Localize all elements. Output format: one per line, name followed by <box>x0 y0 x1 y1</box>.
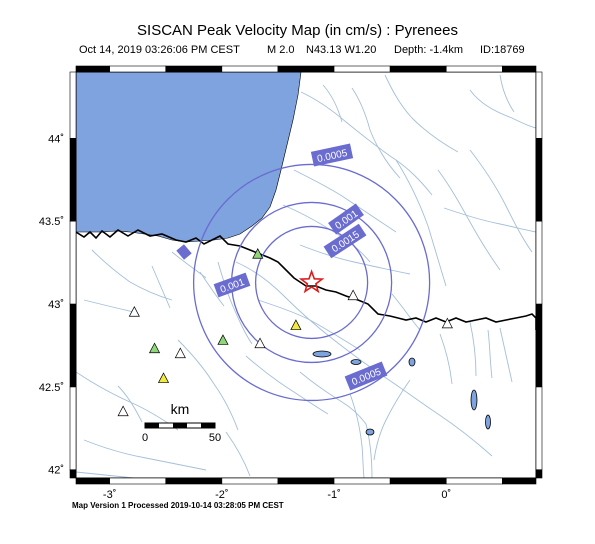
station-triangle-icon[interactable] <box>148 342 161 354</box>
lat-tick-label: 42˚ <box>48 465 64 477</box>
lat-tick-label: 43˚ <box>48 299 64 311</box>
scale-bar: km 0 50 <box>142 401 221 444</box>
lon-tick-label: -1˚ <box>327 489 340 501</box>
event-magnitude: M 2.0 <box>267 44 295 56</box>
map-footer: Map Version 1 Processed 2019-10-14 03:28… <box>72 501 284 510</box>
lon-tick-label: -2˚ <box>215 489 228 501</box>
event-location: N43.13 W1.20 <box>306 44 377 56</box>
station-triangle-icon[interactable] <box>290 319 302 330</box>
lon-tick-label: -3˚ <box>103 489 116 501</box>
frame-ticks <box>69 65 543 485</box>
lon-tick-label: 0˚ <box>441 489 451 501</box>
contour-label <box>176 244 192 260</box>
longitude-axis: -3˚ -2˚ -1˚ 0˚ <box>103 489 451 501</box>
france-spain-border <box>76 229 536 330</box>
lat-tick-label: 44˚ <box>48 133 64 145</box>
scale-max: 50 <box>209 432 221 444</box>
bay-of-biscay <box>76 72 302 243</box>
seismic-stations <box>117 248 453 417</box>
station-triangle-icon[interactable] <box>254 337 266 349</box>
station-triangle-icon[interactable] <box>128 306 140 317</box>
contour-label: 0.0005 <box>310 143 354 167</box>
event-datetime: Oct 14, 2019 03:26:06 PM CEST <box>79 44 240 56</box>
station-triangle-icon[interactable] <box>174 347 186 359</box>
event-depth: Depth: -1.4km <box>394 44 464 56</box>
contour-0015 <box>254 225 369 340</box>
station-triangle-icon[interactable] <box>347 289 359 301</box>
station-triangle-icon[interactable] <box>441 317 453 329</box>
event-id: ID:18769 <box>480 44 525 56</box>
lat-tick-label: 42.5˚ <box>39 382 64 394</box>
rivers <box>76 74 536 478</box>
scale-unit: km <box>171 401 190 417</box>
station-triangle-icon[interactable] <box>157 372 170 383</box>
reservoirs <box>312 350 491 436</box>
station-triangle-icon[interactable] <box>117 405 129 417</box>
lat-tick-label: 43.5˚ <box>39 216 64 228</box>
station-triangle-icon[interactable] <box>252 248 264 259</box>
event-info: Oct 14, 2019 03:26:06 PM CEST M 2.0 N43.… <box>0 44 595 60</box>
scale-min: 0 <box>142 432 148 444</box>
map-title: SISCAN Peak Velocity Map (in cm/s) : Pyr… <box>137 22 458 39</box>
station-triangle-icon[interactable] <box>217 334 229 345</box>
epicenter-star-icon <box>298 269 325 294</box>
latitude-axis: 44˚ 43.5˚ 43˚ 42.5˚ 42˚ <box>39 133 64 476</box>
contour-0005 <box>192 163 431 402</box>
